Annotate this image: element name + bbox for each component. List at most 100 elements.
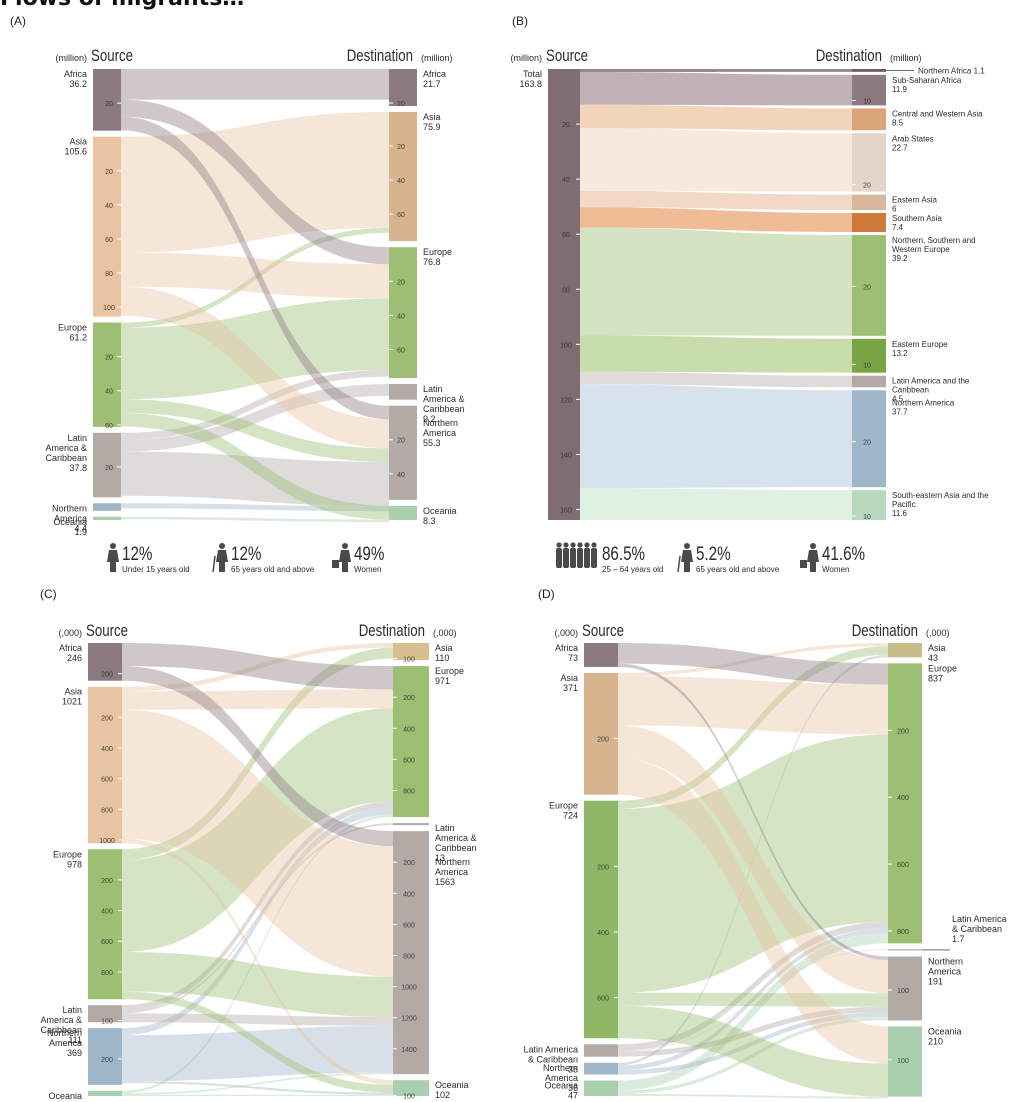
destination-value: 8.3 bbox=[423, 516, 436, 526]
tick-label: 200 bbox=[101, 878, 113, 885]
destination-bar bbox=[852, 375, 886, 388]
source-label: Northern bbox=[52, 503, 87, 513]
tick-label: 600 bbox=[403, 922, 415, 929]
flow-band bbox=[121, 503, 389, 512]
tick-label: 100 bbox=[103, 305, 115, 312]
destination-label: Caribbean bbox=[892, 386, 929, 395]
source-value: 4.4 bbox=[74, 523, 87, 533]
flow-band bbox=[122, 991, 393, 1093]
source-value: 38 bbox=[568, 1064, 578, 1074]
tick-label: 20 bbox=[105, 355, 113, 362]
destination-label: America & bbox=[435, 833, 477, 843]
flow-band bbox=[122, 1081, 393, 1095]
source-value: 73 bbox=[568, 653, 578, 663]
destination-bar bbox=[393, 823, 429, 826]
tick-label: 40 bbox=[105, 389, 113, 396]
destination-value: 9.2 bbox=[423, 414, 436, 424]
flow-band bbox=[618, 921, 888, 1051]
source-header: Source bbox=[91, 47, 133, 66]
elderly-person-icon bbox=[677, 543, 693, 573]
stat-label: 65 years old and above bbox=[696, 565, 780, 574]
source-value: 34 bbox=[72, 1101, 82, 1102]
destination-label: America bbox=[423, 428, 456, 438]
flow-band bbox=[618, 992, 888, 1007]
tick-label: 120 bbox=[560, 397, 572, 404]
destination-value: 837 bbox=[928, 673, 943, 683]
destination-value: 1563 bbox=[435, 877, 455, 887]
flow-band bbox=[580, 488, 852, 520]
flow-band bbox=[580, 371, 852, 388]
tick-label: 200 bbox=[101, 715, 113, 722]
stat-label: Under 15 years old bbox=[122, 565, 190, 574]
source-value: 105.6 bbox=[64, 147, 87, 157]
tick-label: 200 bbox=[101, 1057, 113, 1064]
person-body bbox=[577, 548, 583, 568]
person-head bbox=[584, 542, 590, 548]
source-label: America & bbox=[45, 443, 87, 453]
flow-band bbox=[580, 128, 852, 192]
source-bar bbox=[584, 1044, 618, 1057]
flow-band bbox=[580, 104, 852, 131]
tick-label: 400 bbox=[897, 795, 909, 802]
stats-row: 86.5%25 – 64 years old 5.2%65 years old a… bbox=[556, 542, 865, 574]
destination-value: 191 bbox=[928, 977, 943, 987]
flow-group bbox=[121, 69, 389, 523]
tick-label: 400 bbox=[101, 746, 113, 753]
destination-bar bbox=[852, 133, 886, 192]
source-header: Source bbox=[86, 622, 128, 641]
destination-value: 76.8 bbox=[423, 257, 441, 267]
destination-bar bbox=[852, 235, 886, 336]
destination-label: Asia bbox=[928, 643, 946, 653]
tick-label: 400 bbox=[403, 726, 415, 733]
cane bbox=[677, 555, 681, 573]
tick-label: 10 bbox=[863, 99, 871, 106]
flow-band bbox=[121, 252, 389, 299]
source-label: Asia bbox=[69, 137, 87, 147]
source-label: Asia bbox=[560, 673, 578, 683]
person-head bbox=[219, 543, 225, 549]
person-body bbox=[681, 550, 693, 572]
destination-label: Africa bbox=[423, 69, 446, 79]
source-bar bbox=[93, 503, 121, 511]
tick-label: 10 bbox=[863, 514, 871, 521]
tick-label: 600 bbox=[101, 777, 113, 784]
source-value: 246 bbox=[67, 653, 82, 663]
source-bar bbox=[584, 1080, 618, 1096]
destination-node: 200400600800100012001400NorthernAmerica1… bbox=[393, 831, 470, 1075]
destination-bar bbox=[393, 1080, 429, 1096]
flow-band bbox=[122, 665, 393, 847]
source-label: America bbox=[54, 513, 87, 523]
person-head bbox=[577, 542, 583, 548]
source-bar bbox=[93, 516, 121, 520]
tick-label: 20 bbox=[105, 169, 113, 176]
source-bar bbox=[93, 69, 121, 131]
tick-label: 140 bbox=[560, 452, 572, 459]
tick-label: 40 bbox=[397, 472, 405, 479]
flow-band bbox=[122, 643, 393, 690]
flow-band bbox=[122, 814, 393, 1094]
tick-label: 100 bbox=[403, 1094, 415, 1101]
source-node: Oceania34 bbox=[48, 1090, 122, 1102]
source-value: 111 bbox=[68, 1035, 82, 1045]
flow-band bbox=[121, 412, 389, 520]
tick-label: 20 bbox=[105, 465, 113, 472]
stat-value: 5.2% bbox=[696, 542, 731, 564]
destination-label: Southern Asia bbox=[892, 214, 942, 223]
source-value: 724 bbox=[563, 811, 578, 821]
flow-group bbox=[618, 643, 888, 1099]
destination-label: Europe bbox=[435, 666, 464, 676]
flow-band bbox=[618, 1012, 888, 1075]
tick-label: 200 bbox=[597, 864, 609, 871]
stat-label: 65 years old and above bbox=[231, 565, 315, 574]
source-bar bbox=[88, 686, 122, 844]
